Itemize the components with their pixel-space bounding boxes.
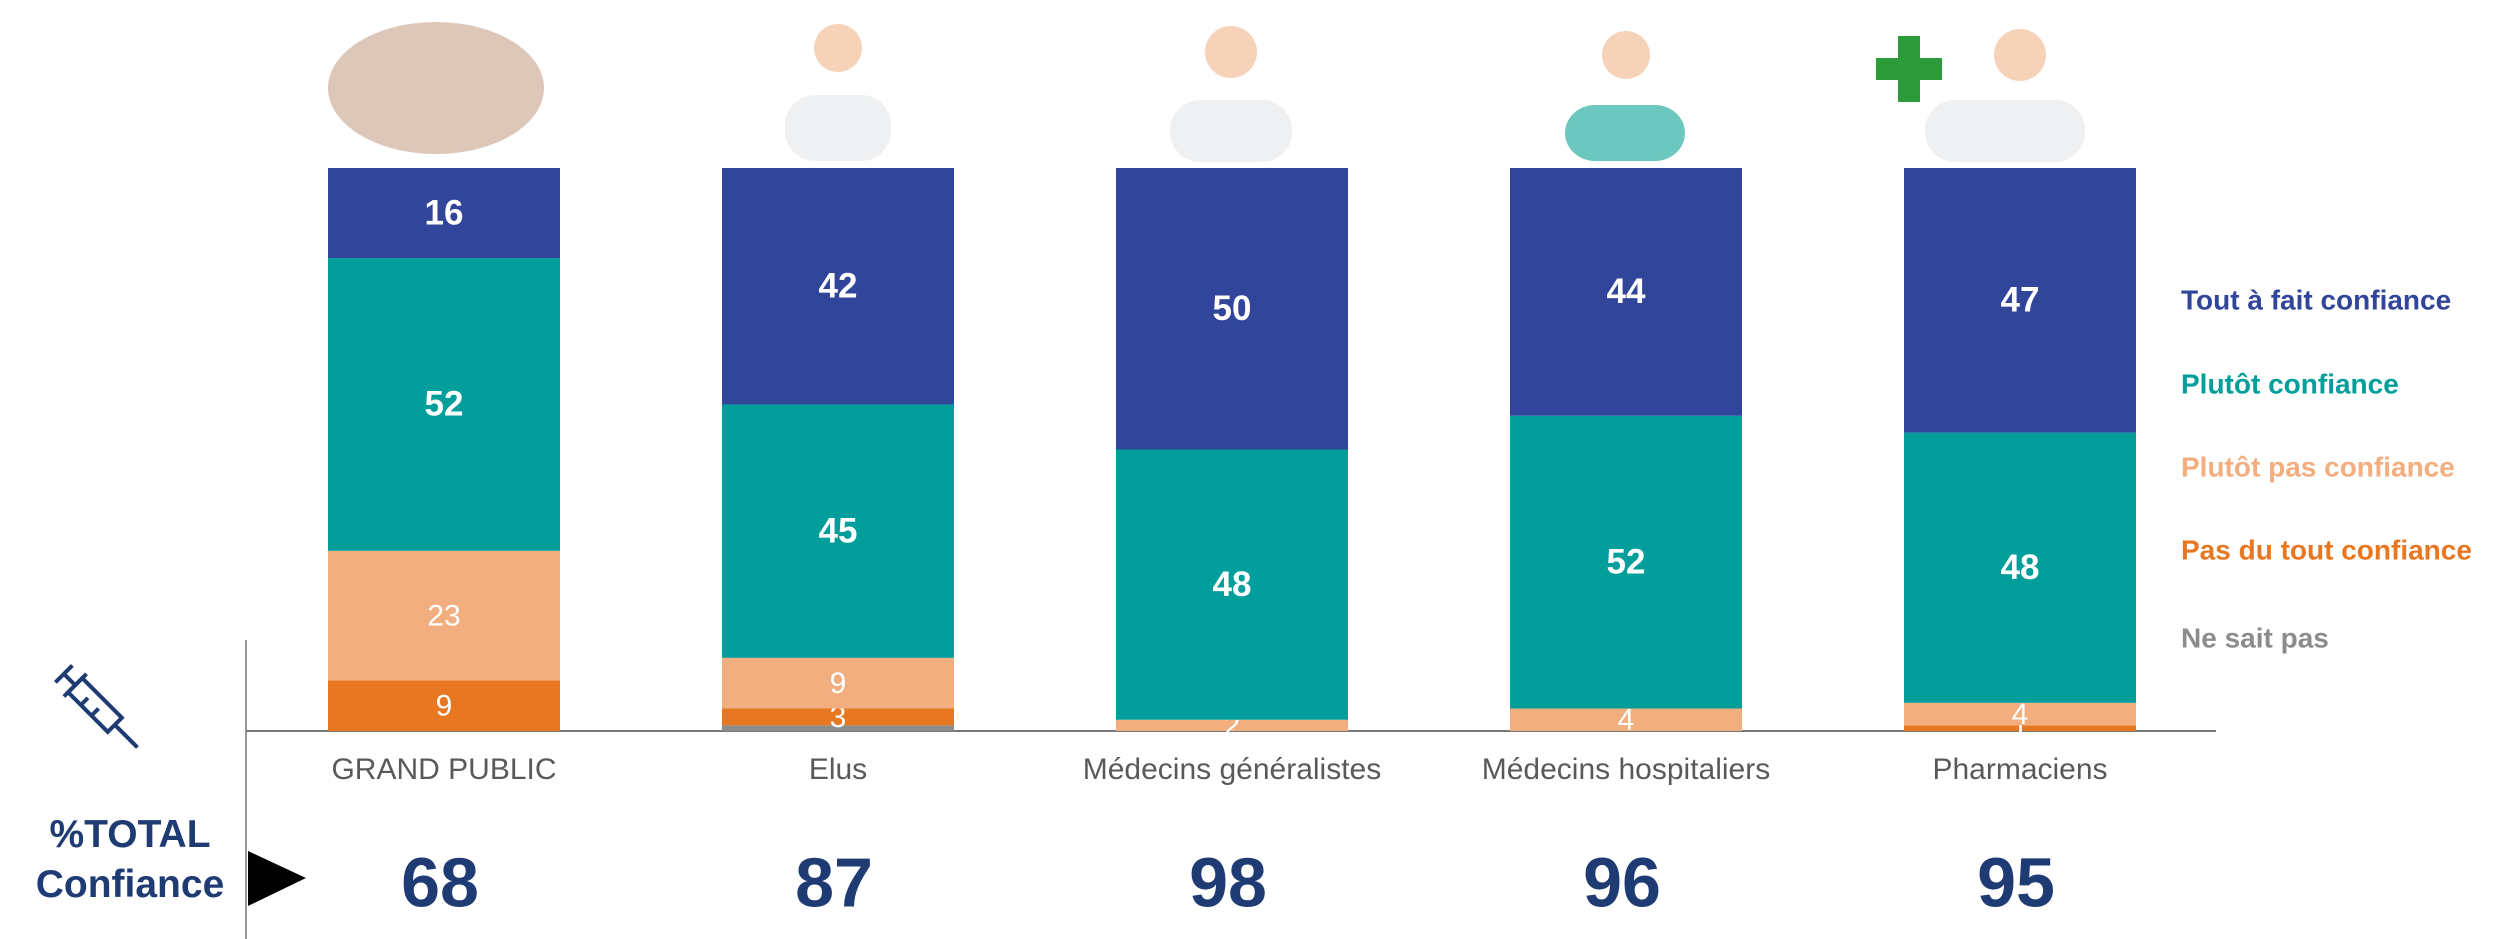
data-label: 48 [1213,565,1252,604]
x-tick-label: Elus [808,753,868,786]
data-label: 3 [830,701,847,734]
bar-segment [1510,708,1742,731]
bar-segment [328,680,560,731]
bar-segment [1510,415,1742,709]
bar-segment [722,725,954,731]
data-label: 4 [2012,698,2029,731]
data-label: 47 [2001,281,2040,320]
legend-entry: Pas du tout confiance [2181,534,2472,565]
bar-segment [328,550,560,681]
bar-segment [328,258,560,551]
total-value: 95 [1977,843,2055,921]
total-value: 96 [1583,843,1661,921]
data-label: 16 [425,193,464,232]
x-tick-label: Médecins généralistes [1082,753,1382,786]
bar-segment [722,168,954,405]
legend-entry: Plutôt pas confiance [2181,451,2455,482]
bar-segment [328,168,560,259]
x-tick-label: GRAND PUBLIC [331,753,557,786]
crowd-icon [328,22,544,154]
data-label: 4 [1618,704,1635,737]
data-label: 52 [1607,542,1646,581]
bar-segment [722,708,954,726]
syringe-icon [53,663,139,749]
total-label: %TOTAL Confiance [35,813,225,906]
data-label: 50 [1213,289,1252,328]
bar-segment [1116,449,1348,720]
legend-entry: Plutôt confiance [2181,368,2399,399]
data-label: 42 [819,266,858,305]
x-tick-label: Pharmaciens [1932,753,2108,786]
icons [328,22,2085,162]
arrow [248,851,306,906]
bar-segment [722,657,954,709]
legend-entry: Tout à fait confiance [2181,284,2451,315]
total-value: 68 [401,843,479,921]
bar-segment [1904,702,2136,726]
bar-segment [1904,432,2136,703]
total-value: 98 [1189,843,1267,921]
bar-segment [1904,725,2136,731]
data-label: 52 [425,385,464,424]
bar-segment [722,404,954,658]
data-label: 9 [436,690,453,723]
bar-segment [1116,719,1348,731]
bar-segment [1510,168,1742,416]
data-label: 9 [830,667,847,700]
legend-entry: Ne sait pas [2181,622,2329,653]
bar-segment [1116,168,1348,450]
total-value: 87 [795,843,873,921]
data-label: 23 [427,600,460,633]
bar-segment [1904,168,2136,433]
x-tick-label: Médecins hospitaliers [1481,753,1771,786]
data-label: 48 [2001,548,2040,587]
data-label: 45 [819,511,858,550]
data-label: 44 [1607,272,1646,311]
